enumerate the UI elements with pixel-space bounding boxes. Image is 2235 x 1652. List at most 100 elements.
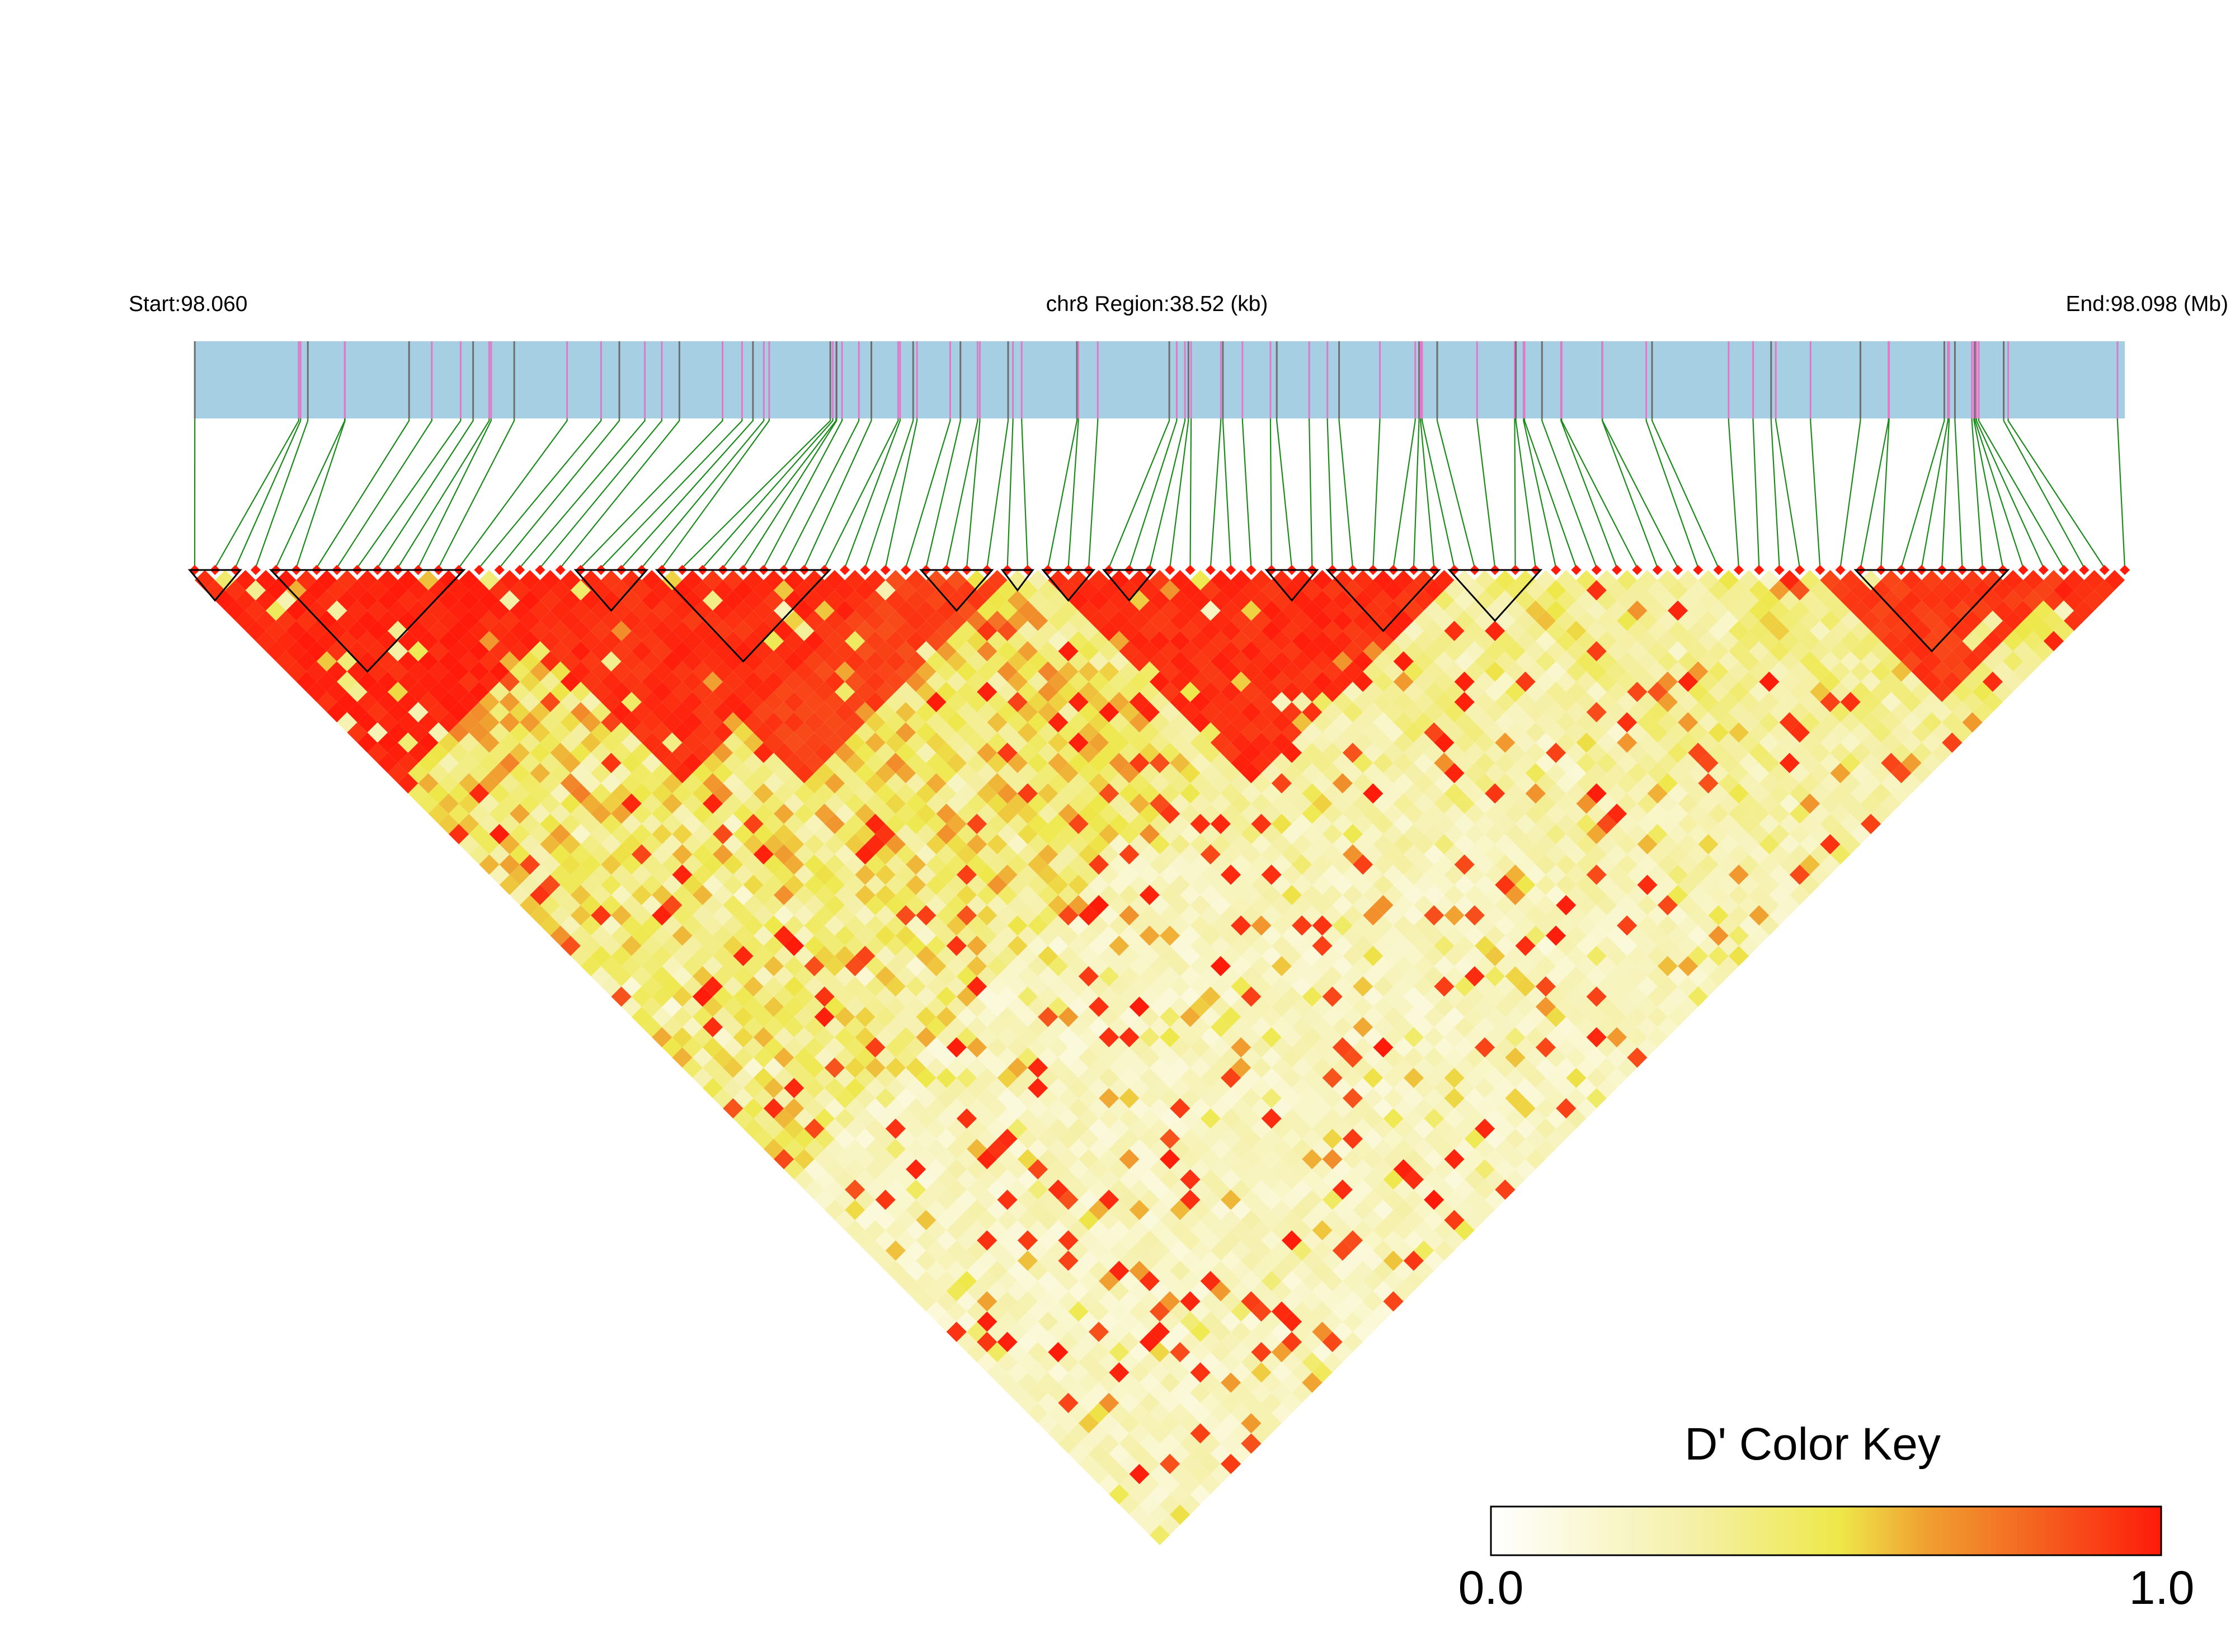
ld-cell bbox=[1942, 712, 1963, 733]
ld-cell bbox=[702, 570, 723, 591]
ld-cell bbox=[1444, 702, 1465, 723]
ld-cell bbox=[763, 590, 784, 611]
ld-cell bbox=[1271, 712, 1292, 733]
ld-cell bbox=[763, 935, 784, 956]
ld-cell bbox=[1007, 1382, 1028, 1403]
ld-cell bbox=[1535, 874, 1556, 895]
ld-cell bbox=[1576, 915, 1597, 936]
ld-cell bbox=[1992, 580, 2013, 601]
ld-cell bbox=[448, 763, 469, 784]
ld-cell bbox=[1180, 1474, 1201, 1495]
ld-cell bbox=[408, 763, 429, 784]
ld-cell bbox=[1657, 834, 1678, 855]
ld-cell bbox=[1017, 661, 1038, 682]
ld-cell bbox=[1413, 752, 1434, 773]
ld-cell bbox=[1170, 1057, 1191, 1078]
ld-cell bbox=[946, 813, 967, 834]
ld-cell bbox=[1078, 986, 1099, 1007]
ld-cell bbox=[631, 966, 652, 987]
ld-cell bbox=[316, 590, 337, 611]
ld-block-outline bbox=[1102, 569, 1157, 602]
ld-cell bbox=[1220, 620, 1241, 641]
ld-cell bbox=[306, 580, 327, 601]
ld-cell bbox=[1647, 702, 1668, 723]
ld-cell bbox=[1403, 763, 1424, 784]
ld-cell bbox=[885, 956, 906, 977]
ld-cell bbox=[1017, 1108, 1038, 1129]
ld-cell bbox=[1302, 763, 1323, 784]
ld-cell bbox=[1637, 752, 1658, 773]
ld-cell bbox=[1078, 1270, 1099, 1292]
ld-cell bbox=[1464, 600, 1485, 621]
ld-cell bbox=[1871, 620, 1891, 641]
ld-cell bbox=[1170, 1037, 1191, 1058]
ld-cell bbox=[1749, 722, 1770, 743]
ld-cell bbox=[1058, 1189, 1079, 1210]
ld-cell bbox=[337, 712, 357, 733]
ld-cell bbox=[1606, 823, 1627, 845]
ld-cell bbox=[1454, 752, 1475, 773]
ld-cell bbox=[1302, 1047, 1323, 1068]
ld-cell bbox=[1952, 620, 1973, 641]
ld-cell bbox=[926, 915, 947, 936]
ld-cell bbox=[1170, 651, 1191, 672]
ld-cell bbox=[1647, 722, 1668, 743]
ld-cell bbox=[1383, 722, 1404, 743]
ld-cell bbox=[1444, 620, 1465, 641]
ld-cell bbox=[408, 702, 429, 723]
ld-cell bbox=[1342, 966, 1363, 987]
ld-cell bbox=[906, 570, 926, 591]
ld-cell bbox=[1170, 1362, 1191, 1383]
ld-cell bbox=[1647, 844, 1668, 865]
ld-cell bbox=[448, 742, 469, 763]
ld-cell bbox=[845, 874, 865, 895]
ld-cell bbox=[1292, 976, 1312, 997]
ld-cell bbox=[977, 925, 997, 946]
snp-connector bbox=[1476, 418, 1496, 570]
ld-cell bbox=[1891, 580, 1912, 601]
ld-cell bbox=[631, 803, 652, 824]
ld-cell bbox=[327, 681, 347, 702]
ld-cell bbox=[1495, 712, 1516, 733]
ld-cell bbox=[1038, 1413, 1058, 1434]
ld-cell bbox=[672, 1006, 693, 1027]
ld-cell bbox=[1078, 1413, 1099, 1434]
ld-cell bbox=[824, 610, 845, 631]
ld-cell bbox=[1383, 966, 1404, 987]
ld-cell bbox=[1119, 1392, 1140, 1413]
ld-cell bbox=[1312, 712, 1333, 733]
ld-cell bbox=[1606, 600, 1627, 621]
ld-cell bbox=[845, 976, 865, 997]
ld-cell bbox=[1129, 1463, 1150, 1485]
ld-cell bbox=[977, 661, 997, 682]
ld-cell bbox=[997, 1291, 1018, 1312]
ld-cell bbox=[916, 1189, 937, 1210]
ld-cell bbox=[1444, 681, 1465, 702]
ld-cell bbox=[1495, 773, 1516, 794]
ld-cell bbox=[1789, 722, 1810, 743]
ld-cell bbox=[1749, 600, 1770, 621]
ld-cell bbox=[611, 783, 632, 804]
ld-cell bbox=[367, 600, 388, 621]
ld-cell bbox=[1119, 1453, 1140, 1474]
ld-cell bbox=[1424, 1149, 1444, 1170]
ld-cell bbox=[377, 712, 398, 733]
ld-cell bbox=[560, 610, 581, 631]
ld-cell bbox=[1220, 722, 1241, 743]
ld-cell bbox=[1810, 722, 1831, 743]
ld-cell bbox=[1698, 630, 1719, 652]
ld-cell bbox=[763, 854, 784, 875]
ld-cell bbox=[977, 1352, 997, 1373]
ld-block-outline bbox=[1447, 569, 1543, 622]
ld-cell bbox=[1363, 742, 1384, 763]
ld-cell bbox=[1200, 1189, 1221, 1210]
ld-cell bbox=[824, 813, 845, 834]
ld-cell bbox=[1667, 1006, 1688, 1027]
ld-cell bbox=[1728, 803, 1749, 824]
ld-cell bbox=[611, 722, 632, 743]
snp-diamond bbox=[494, 564, 505, 575]
ld-cell bbox=[967, 1260, 987, 1281]
ld-cell bbox=[1474, 1199, 1495, 1220]
ld-cell bbox=[1180, 1433, 1201, 1454]
ld-cell bbox=[540, 793, 561, 814]
